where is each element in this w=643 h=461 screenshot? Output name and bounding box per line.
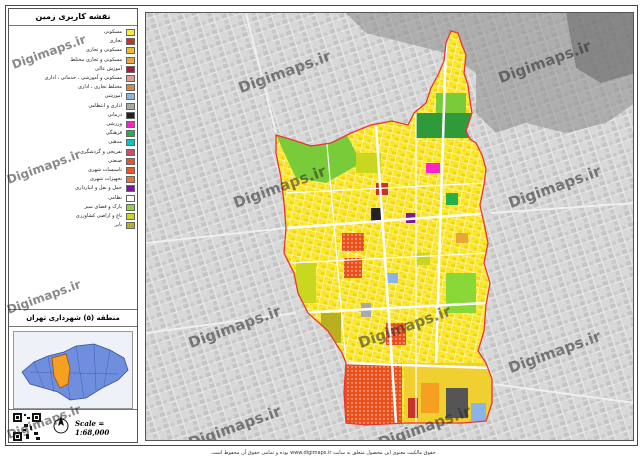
legend-swatch xyxy=(126,47,135,55)
legend-label: ورزشی xyxy=(106,121,122,127)
legend-swatch xyxy=(126,93,135,101)
legend-item: مسکونی و آموزشی ، خدماتی ، اداری xyxy=(13,75,135,84)
legend-swatch xyxy=(126,130,135,138)
legend-item: مذهبی xyxy=(13,139,135,148)
legend-swatch xyxy=(126,56,135,64)
north-arrow-icon xyxy=(53,415,69,434)
sidebar-footer: Scale = 1:68,000 xyxy=(9,409,137,444)
map-view[interactable]: Digimaps.ir Digimaps.ir Digimaps.ir Digi… xyxy=(145,12,634,441)
legend-swatch xyxy=(126,121,135,128)
legend-item: پارک و فضای سبز xyxy=(13,203,135,213)
legend-item: ورزشی xyxy=(13,121,135,130)
legend-item: صنعتی xyxy=(13,157,135,167)
scale-label: Scale = 1:68,000 xyxy=(75,419,110,437)
legend-label: حمل و نقل و انبارداری xyxy=(75,185,122,192)
legend-swatch xyxy=(126,139,135,147)
legend-label: مختلط تجاری ، اداری xyxy=(77,84,122,91)
legend-swatch xyxy=(126,167,135,174)
legend-item: بایر xyxy=(13,222,135,231)
legend-item: حمل و نقل و انبارداری xyxy=(13,185,135,194)
legend-item: مسکونی و تجاری مختلط xyxy=(13,56,135,66)
legend-swatch xyxy=(126,176,135,184)
legend-label: درمانی xyxy=(107,111,122,118)
legend-swatch xyxy=(126,84,135,92)
legend-swatch xyxy=(126,157,135,165)
legend-label: آموزشی xyxy=(104,93,122,100)
legend-swatch xyxy=(126,213,135,220)
legend-swatch xyxy=(126,111,135,119)
legend-label: آموزش عالی xyxy=(95,65,122,72)
legend-label: تجهیزات شهری xyxy=(89,176,122,183)
legend-label: نظامی xyxy=(108,194,122,201)
legend-label: فرهنگی xyxy=(105,130,122,137)
qr-code-icon xyxy=(12,412,42,442)
legend-swatch xyxy=(126,194,135,202)
district-title: منطقه (۵) شهرداری تهران xyxy=(9,309,137,327)
legend-item: درمانی xyxy=(13,111,135,121)
legend-label: بایر xyxy=(114,222,122,229)
legend-swatch xyxy=(126,222,135,230)
legend-item: باغ و اراضی کشاورزی xyxy=(13,213,135,222)
legend-swatch xyxy=(126,185,135,193)
legend-label: اداری و انتظامی xyxy=(88,102,122,109)
legend-label: تاسیسات شهری xyxy=(87,167,122,173)
legend-item: مسکونی و تجاری xyxy=(13,47,135,56)
legend-label: صنعتی xyxy=(108,157,122,164)
map-canvas xyxy=(146,13,633,440)
legend-label: مسکونی و تجاری مختلط xyxy=(70,56,122,63)
locator-map xyxy=(21,343,129,401)
legend-item: آموزشی xyxy=(13,93,135,102)
legend-item: تجاری xyxy=(13,38,135,47)
legend-label: پارک و فضای سبز xyxy=(84,203,122,210)
legend-label: تجاری xyxy=(109,38,122,45)
sidebar-panel: نقشه کاربری زمین مسکونی تجاری مسکونی و تجا… xyxy=(8,8,138,443)
legend-item: فرهنگی xyxy=(13,130,135,139)
legend-swatch xyxy=(126,75,135,82)
legend-label: مسکونی و تجاری xyxy=(85,47,122,54)
legend-item: تجهیزات شهری xyxy=(13,176,135,185)
legend-swatch xyxy=(126,148,135,156)
legend-swatch xyxy=(126,65,135,73)
legend-swatch xyxy=(126,102,135,110)
legend-item: تاسیسات شهری xyxy=(13,167,135,176)
district-5-highlight xyxy=(51,353,71,389)
legend-item: آموزش عالی xyxy=(13,65,135,75)
legend-item: مختلط تجاری ، اداری xyxy=(13,84,135,93)
legend-item: اداری و انتظامی xyxy=(13,102,135,112)
legend-swatch xyxy=(126,203,135,211)
legend-label: باغ و اراضی کشاورزی xyxy=(75,213,122,219)
legend-swatch xyxy=(126,38,135,46)
legend-swatch xyxy=(126,29,135,36)
legend-label: تفریحی و گردشگری xyxy=(79,148,122,155)
tehran-locator-inset xyxy=(13,331,133,409)
legend-label: مسکونی و آموزشی ، خدماتی ، اداری xyxy=(44,75,122,81)
legend-item: مسکونی xyxy=(13,29,135,38)
legend-label: مذهبی xyxy=(108,139,122,146)
legend-item: تفریحی و گردشگری xyxy=(13,148,135,158)
legend-title: نقشه کاربری زمین xyxy=(9,9,137,26)
copyright-footer: حقوق مالکیت معنوی این محصول متعلق به سای… xyxy=(210,450,436,456)
legend-label: مسکونی xyxy=(103,29,122,35)
legend-item: نظامی xyxy=(13,194,135,204)
district-boundary xyxy=(275,30,493,426)
